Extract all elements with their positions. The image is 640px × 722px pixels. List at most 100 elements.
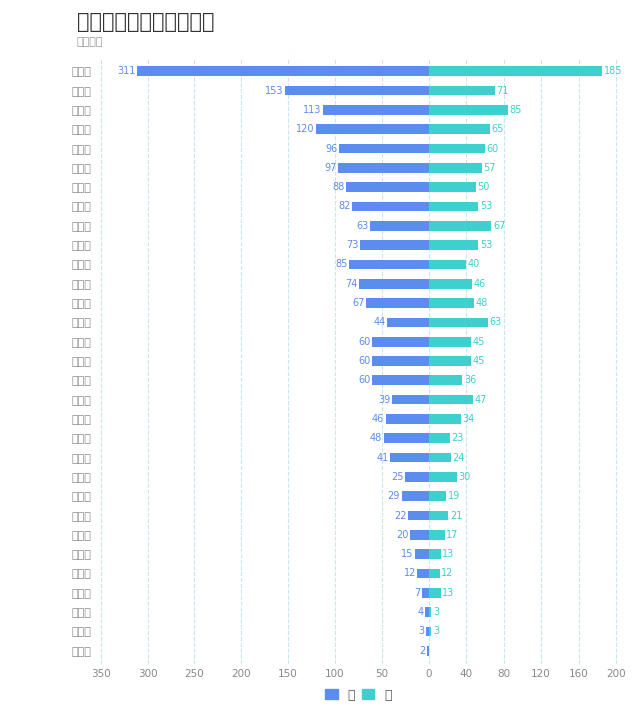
- Text: 46: 46: [473, 279, 486, 289]
- Text: 74: 74: [346, 279, 358, 289]
- Text: 97: 97: [324, 163, 337, 173]
- Text: 88: 88: [333, 182, 345, 192]
- Text: 153: 153: [266, 86, 284, 95]
- Text: 20: 20: [396, 530, 408, 540]
- Text: 113: 113: [303, 105, 321, 115]
- Bar: [316, 124, 429, 134]
- Bar: [429, 607, 431, 617]
- Text: 50: 50: [477, 182, 490, 192]
- Text: 60: 60: [359, 356, 371, 366]
- Text: 13: 13: [442, 588, 454, 598]
- Text: 67: 67: [352, 298, 365, 308]
- Text: 65: 65: [491, 124, 504, 134]
- Bar: [429, 569, 440, 578]
- Text: 36: 36: [464, 375, 476, 386]
- Bar: [429, 279, 472, 289]
- Bar: [429, 124, 490, 134]
- Bar: [390, 453, 429, 462]
- Bar: [339, 144, 429, 153]
- Bar: [422, 588, 429, 598]
- Bar: [370, 221, 429, 230]
- Text: 30: 30: [458, 472, 470, 482]
- Bar: [408, 510, 429, 521]
- Bar: [429, 530, 445, 539]
- Bar: [429, 453, 451, 462]
- Text: 185: 185: [604, 66, 622, 77]
- Bar: [429, 549, 441, 559]
- Bar: [429, 472, 457, 482]
- Bar: [429, 183, 476, 192]
- Bar: [429, 337, 471, 347]
- Bar: [429, 375, 463, 385]
- Text: 73: 73: [346, 240, 359, 250]
- Bar: [387, 318, 429, 327]
- Bar: [429, 144, 485, 153]
- Text: 22: 22: [394, 510, 406, 521]
- Legend: 男, 女: 男, 女: [320, 684, 397, 707]
- Bar: [429, 201, 478, 212]
- Bar: [429, 66, 602, 76]
- Bar: [429, 221, 492, 230]
- Bar: [429, 318, 488, 327]
- Text: 21: 21: [450, 510, 462, 521]
- Bar: [429, 492, 447, 501]
- Text: 82: 82: [338, 201, 351, 212]
- Text: 3: 3: [433, 607, 439, 617]
- Text: 96: 96: [325, 144, 337, 154]
- Bar: [392, 395, 429, 404]
- Text: 40: 40: [468, 259, 480, 269]
- Bar: [429, 627, 431, 636]
- Bar: [384, 433, 429, 443]
- Bar: [366, 298, 429, 308]
- Text: 311: 311: [118, 66, 136, 77]
- Text: 44: 44: [374, 318, 386, 327]
- Bar: [359, 279, 429, 289]
- Text: 63: 63: [356, 221, 368, 231]
- Text: 85: 85: [509, 105, 522, 115]
- Text: 46: 46: [372, 414, 384, 424]
- Text: 3: 3: [433, 627, 439, 636]
- Text: 34: 34: [462, 414, 474, 424]
- Bar: [429, 163, 482, 173]
- Text: 60: 60: [359, 336, 371, 347]
- Text: 4: 4: [417, 607, 424, 617]
- Text: 53: 53: [480, 201, 492, 212]
- Bar: [372, 337, 429, 347]
- Text: 单位：人: 单位：人: [77, 37, 103, 47]
- Bar: [429, 588, 441, 598]
- Bar: [346, 183, 429, 192]
- Bar: [360, 240, 429, 250]
- Bar: [338, 163, 429, 173]
- Bar: [427, 646, 429, 656]
- Bar: [352, 201, 429, 212]
- Text: 25: 25: [391, 472, 404, 482]
- Text: 53: 53: [480, 240, 492, 250]
- Text: 13: 13: [442, 549, 454, 559]
- Text: 45: 45: [472, 356, 484, 366]
- Text: 15: 15: [401, 549, 413, 559]
- Text: 63: 63: [489, 318, 501, 327]
- Text: 47: 47: [474, 395, 486, 404]
- Bar: [417, 569, 429, 578]
- Bar: [429, 510, 449, 521]
- Bar: [429, 240, 478, 250]
- Text: 45: 45: [472, 336, 484, 347]
- Bar: [429, 260, 466, 269]
- Text: 24: 24: [452, 453, 465, 463]
- Bar: [323, 105, 429, 115]
- Text: 67: 67: [493, 221, 505, 231]
- Text: 7: 7: [415, 588, 420, 598]
- Bar: [349, 260, 429, 269]
- Bar: [429, 395, 473, 404]
- Bar: [429, 433, 451, 443]
- Text: 3: 3: [419, 627, 424, 636]
- Text: 71: 71: [497, 86, 509, 95]
- Text: 120: 120: [296, 124, 315, 134]
- Bar: [429, 105, 508, 115]
- Text: 23: 23: [452, 433, 464, 443]
- Bar: [415, 549, 429, 559]
- Bar: [425, 607, 429, 617]
- Bar: [285, 86, 429, 95]
- Text: 57: 57: [483, 163, 496, 173]
- Bar: [372, 375, 429, 385]
